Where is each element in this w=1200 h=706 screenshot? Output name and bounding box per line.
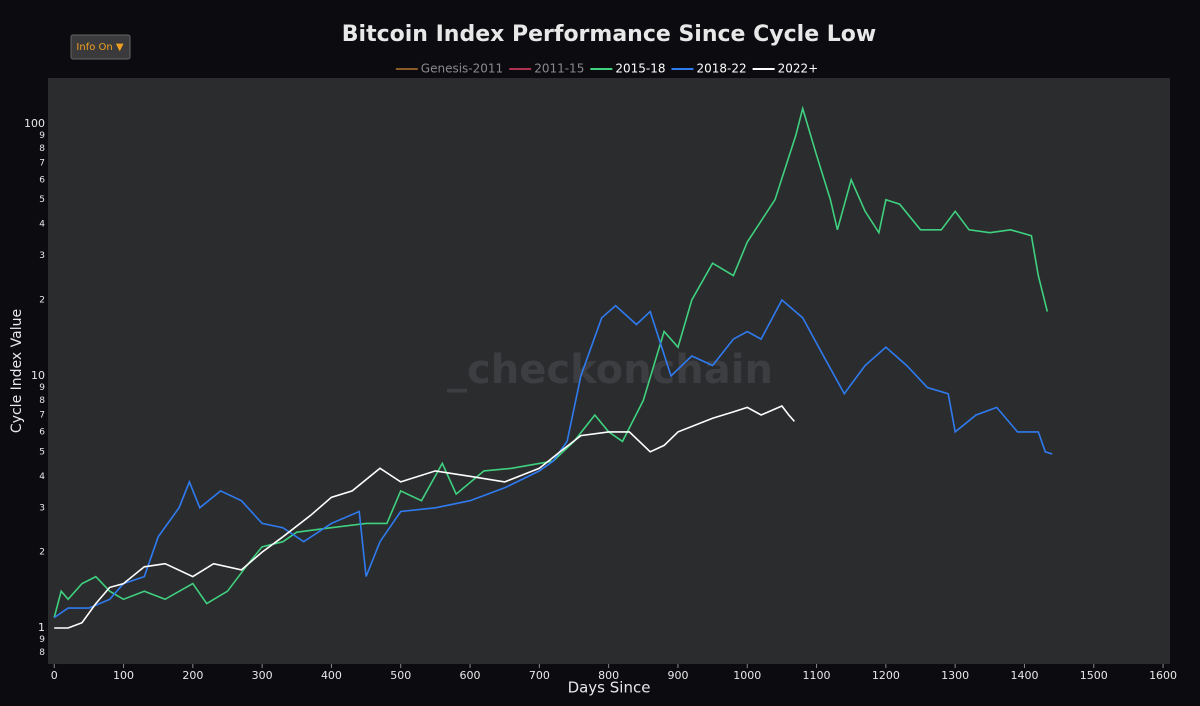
info-button[interactable]: Info On ▼: [70, 34, 131, 60]
legend-label: 2022+: [778, 62, 819, 76]
y-tick-label: 9: [39, 383, 45, 393]
series-line: [54, 405, 796, 629]
y-tick-label: 6: [39, 175, 45, 185]
x-tick-label: 1200: [872, 669, 900, 682]
legend-label: Genesis-2011: [421, 62, 503, 76]
x-tick-label: 1500: [1080, 669, 1108, 682]
y-axis-label: Cycle Index Value: [9, 309, 25, 433]
y-tick-label: 8: [39, 144, 45, 154]
series-line: [53, 298, 1053, 619]
x-tick-label: 600: [460, 669, 481, 682]
y-tick-label: 4: [39, 220, 45, 230]
y-tick-label: 2: [39, 548, 45, 558]
y-tick-label: 2: [39, 296, 45, 306]
x-tick-label: 1000: [733, 669, 761, 682]
y-tick-label: 10: [31, 369, 45, 382]
x-tick-label: 1600: [1149, 669, 1177, 682]
button-bg[interactable]: [70, 34, 131, 60]
y-tick-label: 9: [39, 635, 45, 645]
x-tick-label: 1400: [1010, 669, 1038, 682]
y-tick-label: 1: [38, 621, 45, 634]
x-tick-label: 900: [667, 669, 688, 682]
y-tick-label: 3: [39, 251, 45, 261]
y-tick-label: 8: [39, 648, 45, 658]
x-tick-label: 800: [598, 669, 619, 682]
y-tick-label: 7: [39, 158, 45, 168]
legend-label: 2011-15: [534, 62, 584, 76]
x-tick-label: 300: [252, 669, 273, 682]
y-tick-label: 8: [39, 396, 45, 406]
x-tick-label: 700: [529, 669, 550, 682]
button-label[interactable]: Info On ▼: [76, 42, 123, 53]
x-tick-label: 100: [113, 669, 134, 682]
x-tick-label: 1100: [803, 669, 831, 682]
x-axis-label: Days Since: [568, 679, 651, 697]
x-tick-label: 200: [182, 669, 203, 682]
x-tick-label: 1300: [941, 669, 969, 682]
y-tick-label: 5: [39, 195, 45, 205]
y-tick-label: 4: [39, 472, 45, 482]
watermark: _checkonchain: [447, 347, 773, 393]
y-tick-label: 5: [39, 447, 45, 457]
plot-area: [48, 78, 1170, 664]
y-tick-label: 9: [39, 131, 45, 141]
y-tick-label: 100: [24, 117, 45, 130]
x-tick-label: 500: [390, 669, 411, 682]
x-tick-label: 400: [321, 669, 342, 682]
legend: Genesis-2011 2011-15 2015-18 2018-22 2022+: [395, 62, 819, 76]
series-line: [53, 105, 1049, 618]
legend-label: 2018-22: [696, 62, 746, 76]
y-tick-label: 3: [39, 503, 45, 513]
legend-label: 2015-18: [615, 62, 665, 76]
y-tick-label: 7: [39, 410, 45, 420]
y-tick-label: 6: [39, 427, 45, 437]
x-tick-label: 0: [51, 669, 58, 682]
chart-title: Bitcoin Index Performance Since Cycle Lo…: [342, 22, 876, 47]
